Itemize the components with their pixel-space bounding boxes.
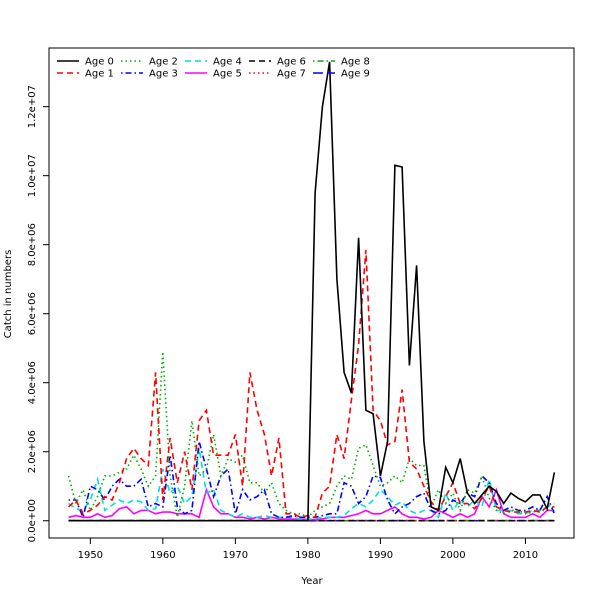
axes: 1950 1960 1970 1980 1990 2000 2010 0.0e+00 2.0e+… bbox=[27, 47, 575, 561]
x-tick-label: 1990 bbox=[368, 550, 393, 561]
plot-frame bbox=[48, 47, 575, 539]
x-tick-label: 1970 bbox=[223, 550, 248, 561]
legend-label: Age 1 bbox=[85, 69, 114, 80]
series-line-age-1 bbox=[68, 249, 555, 519]
y-axis-label: Catch in numbers bbox=[3, 250, 14, 339]
series-line-age-0 bbox=[68, 61, 556, 522]
legend-label: Age 6 bbox=[277, 57, 306, 68]
y-tick-label: 0.0e+00 bbox=[27, 499, 38, 542]
x-tick-label: 1980 bbox=[295, 550, 320, 561]
legend-label: Age 9 bbox=[341, 69, 370, 80]
legend-label: Age 4 bbox=[213, 57, 242, 68]
x-tick-label: 2000 bbox=[440, 550, 465, 561]
y-tick-label: 4.0e+06 bbox=[27, 361, 38, 404]
legend-label: Age 7 bbox=[277, 69, 306, 80]
series-line-age-3 bbox=[68, 441, 556, 520]
legend-label: Age 5 bbox=[213, 69, 242, 80]
legend-label: Age 0 bbox=[85, 57, 114, 68]
x-tick-label: 1960 bbox=[150, 550, 175, 561]
series-line-age-4 bbox=[68, 448, 555, 520]
x-tick-label: 1950 bbox=[78, 550, 103, 561]
y-tick-label: 1.0e+07 bbox=[27, 154, 38, 197]
legend-label: Age 2 bbox=[149, 57, 178, 68]
y-tick-label: 8.0e+06 bbox=[27, 223, 38, 266]
plot-area bbox=[67, 61, 556, 522]
y-tick-label: 6.0e+06 bbox=[27, 292, 38, 335]
legend-label: Age 8 bbox=[341, 57, 370, 68]
x-tick-label: 2010 bbox=[513, 550, 538, 561]
y-tick-label: 2.0e+06 bbox=[27, 430, 38, 473]
legend-label: Age 3 bbox=[149, 69, 178, 80]
y-tick-label: 1.2e+07 bbox=[27, 85, 38, 128]
x-axis-label: Year bbox=[300, 576, 323, 587]
